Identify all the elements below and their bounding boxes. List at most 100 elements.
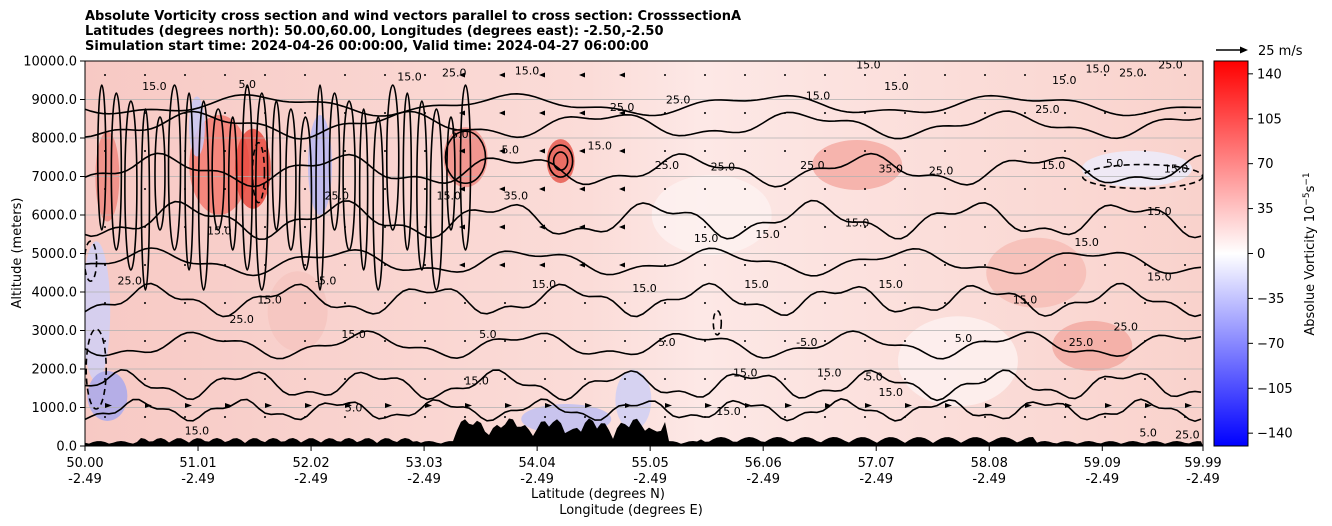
wind-vector bbox=[185, 403, 192, 408]
wind-vector bbox=[1024, 188, 1026, 190]
wind-vector bbox=[459, 72, 465, 78]
chart-title-line-3: Simulation start time: 2024-04-26 00:00:… bbox=[85, 39, 649, 54]
wind-vector bbox=[505, 403, 512, 408]
contour-line-negative bbox=[85, 328, 107, 410]
wind-vector bbox=[104, 416, 106, 418]
wind-vector bbox=[824, 74, 826, 76]
colorbar-tick-label: 70 bbox=[1257, 157, 1274, 172]
wind-vector bbox=[1184, 340, 1186, 342]
wind-vector bbox=[304, 302, 306, 304]
wind-vector bbox=[944, 188, 946, 190]
wind-vector bbox=[1104, 378, 1106, 380]
wind-vector bbox=[1184, 302, 1186, 304]
wind-vector bbox=[464, 340, 466, 342]
wind-vector bbox=[784, 302, 786, 304]
wind-vector bbox=[784, 340, 786, 342]
wind-vector bbox=[464, 378, 466, 380]
x-tick-label-2: -2.49 bbox=[407, 472, 441, 487]
contour-line-negative bbox=[251, 141, 266, 204]
wind-vector bbox=[1064, 378, 1066, 380]
wind-vector bbox=[1184, 226, 1186, 228]
contour-label: 5.0 bbox=[1106, 157, 1124, 170]
contour-line bbox=[85, 368, 1202, 402]
wind-vector bbox=[144, 112, 146, 114]
wind-vector bbox=[584, 302, 586, 304]
contour-label: 15.0 bbox=[588, 140, 613, 153]
y-tick-label: 1000.0 bbox=[32, 401, 78, 416]
wind-vector bbox=[824, 188, 826, 190]
wind-vector bbox=[545, 403, 552, 408]
wind-vector bbox=[504, 378, 506, 380]
wind-vector bbox=[499, 262, 505, 268]
wind-vector bbox=[1144, 226, 1146, 228]
x-tick-label-2: -2.49 bbox=[181, 472, 215, 487]
wind-vector bbox=[424, 188, 426, 190]
wind-vector bbox=[465, 403, 472, 408]
contour-line bbox=[85, 330, 1202, 360]
wind-vector bbox=[664, 416, 666, 418]
wind-vector bbox=[424, 150, 426, 152]
vorticity-field bbox=[85, 96, 1192, 435]
contour-line bbox=[124, 100, 138, 271]
contour-line bbox=[85, 152, 1202, 188]
x-tick-label-2: -2.49 bbox=[1085, 472, 1119, 487]
wind-vector bbox=[704, 226, 706, 228]
colorbar-tick-label: −70 bbox=[1257, 337, 1284, 352]
wind-vector bbox=[1184, 74, 1186, 76]
contour-label: 5.0 bbox=[239, 78, 257, 91]
wind-vector bbox=[504, 416, 506, 418]
contour-line bbox=[85, 398, 1202, 423]
wind-vector bbox=[344, 188, 346, 190]
wind-vector bbox=[104, 188, 106, 190]
wind-vector bbox=[304, 74, 306, 76]
wind-vector bbox=[1104, 264, 1106, 266]
wind-vector bbox=[1144, 378, 1146, 380]
x-tick-label-2: -2.49 bbox=[520, 472, 554, 487]
field-shade bbox=[986, 237, 1087, 308]
contour-line bbox=[429, 108, 444, 291]
contour-label: 15.0 bbox=[716, 405, 741, 418]
wind-vector bbox=[984, 188, 986, 190]
wind-vector bbox=[904, 302, 906, 304]
wind-vector bbox=[1025, 403, 1032, 408]
wind-vector bbox=[1145, 403, 1152, 408]
wind-vector bbox=[184, 226, 186, 228]
colorbar-ticks: 140 105 70 35 0 −35 −70 −105 −140 bbox=[1248, 67, 1293, 442]
wind-vector bbox=[304, 378, 306, 380]
contour-label: 15.0 bbox=[185, 424, 210, 437]
quiver-key-label: 25 m/s bbox=[1258, 44, 1303, 59]
wind-vector bbox=[904, 188, 906, 190]
wind-vector bbox=[104, 302, 106, 304]
contour-label: 25.0 bbox=[1069, 336, 1094, 349]
wind-vector bbox=[619, 110, 625, 116]
x-tick-label: 52.02 bbox=[292, 456, 329, 471]
contour-line bbox=[85, 247, 1202, 277]
wind-vector bbox=[424, 340, 426, 342]
x-tick-label: 59.09 bbox=[1084, 456, 1121, 471]
contour-line bbox=[298, 116, 313, 271]
wind-vector bbox=[579, 148, 585, 154]
wind-vector bbox=[864, 416, 866, 418]
contour-line bbox=[211, 108, 225, 231]
wind-vector bbox=[304, 150, 306, 152]
contour-label: 15.0 bbox=[806, 90, 831, 103]
y-tick-label: 3000.0 bbox=[32, 324, 78, 339]
wind-vector bbox=[105, 403, 112, 408]
wind-vector bbox=[384, 188, 386, 190]
wind-vector bbox=[539, 110, 545, 116]
wind-vectors bbox=[104, 72, 1192, 418]
wind-vector bbox=[1024, 112, 1026, 114]
wind-vector bbox=[1144, 74, 1146, 76]
wind-vector bbox=[704, 74, 706, 76]
wind-vector bbox=[1104, 340, 1106, 342]
y-tick-label: 6000.0 bbox=[32, 209, 78, 224]
contour-line bbox=[184, 92, 194, 271]
wind-vector bbox=[579, 224, 585, 230]
wind-vector bbox=[1184, 378, 1186, 380]
field-shade bbox=[897, 316, 1018, 407]
wind-vector bbox=[384, 302, 386, 304]
wind-vector bbox=[744, 74, 746, 76]
wind-vector bbox=[344, 340, 346, 342]
wind-vector bbox=[744, 302, 746, 304]
wind-vector bbox=[1104, 416, 1106, 418]
